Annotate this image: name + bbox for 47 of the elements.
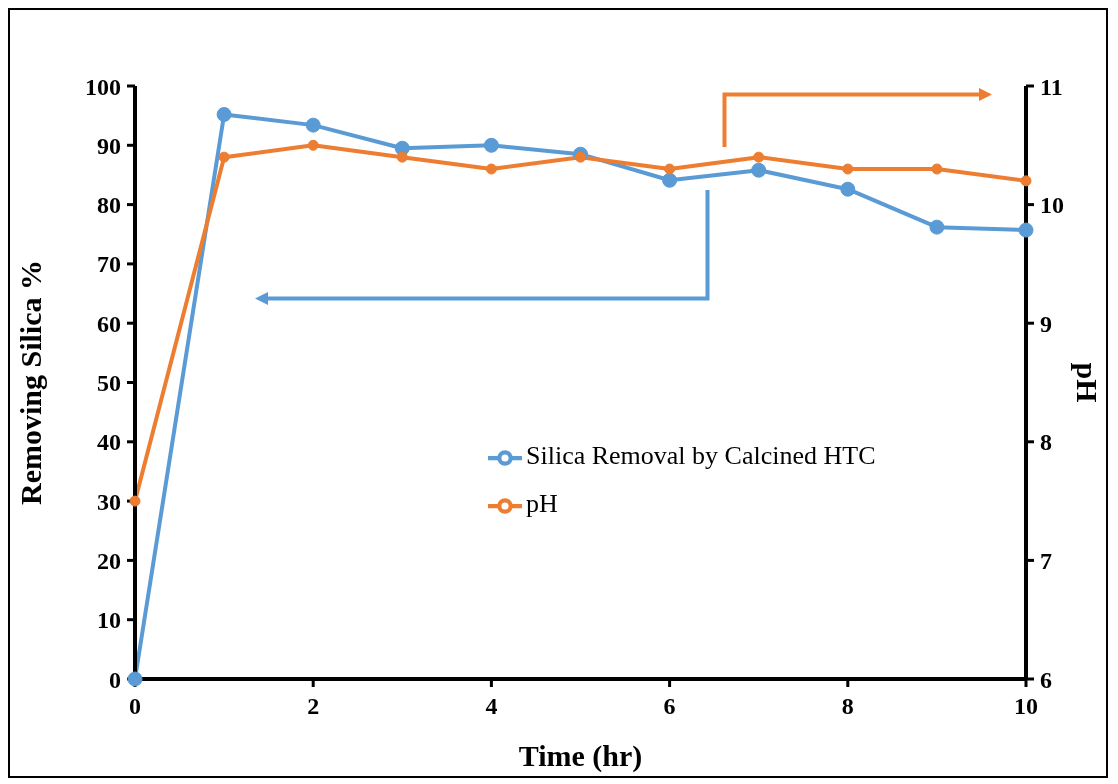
point (485, 163, 497, 175)
y2-tick-label: 10 (1040, 192, 1064, 219)
x-tick-label: 0 (129, 693, 141, 720)
point (751, 162, 767, 178)
y-tick-label: 80 (97, 192, 121, 219)
point (664, 163, 676, 175)
y-axis-title: Removing Silica % (13, 260, 47, 505)
x-tick-label: 4 (485, 693, 498, 720)
y-tick-label: 30 (97, 488, 121, 515)
y2-tick-label: 6 (1040, 666, 1052, 693)
y-tick-label: 20 (97, 547, 121, 574)
y2-tick-label: 8 (1040, 429, 1052, 456)
point (662, 172, 678, 188)
point (842, 163, 854, 175)
point (575, 151, 586, 163)
y-tick-label: 0 (109, 666, 121, 693)
point (305, 117, 321, 133)
point (840, 181, 856, 197)
point (1020, 175, 1032, 187)
y-tick-label: 10 (97, 607, 121, 634)
point (1018, 222, 1034, 238)
y-tick-label: 100 (85, 73, 121, 100)
y-tick-label: 70 (97, 251, 121, 278)
x-tick-label: 6 (663, 693, 676, 720)
legend-label: pH (526, 489, 558, 518)
point (483, 137, 499, 153)
point (753, 151, 765, 163)
legend-label: Silica Removal by Calcined HTC (526, 441, 876, 470)
x-axis-title: Time (hr) (518, 739, 643, 773)
x-tick-label: 8 (841, 693, 854, 720)
point (129, 495, 141, 507)
y2-axis-title: pH (1071, 362, 1105, 403)
point (216, 106, 232, 122)
point (396, 151, 408, 163)
y2-tick-label: 11 (1040, 73, 1063, 100)
point (929, 219, 945, 235)
point (307, 139, 319, 151)
point (931, 163, 943, 175)
y-tick-label: 50 (97, 370, 121, 397)
y2-tick-label: 7 (1040, 547, 1052, 574)
x-tick-label: 10 (1014, 693, 1038, 720)
y-tick-label: 60 (97, 310, 121, 337)
point (218, 151, 230, 163)
y2-tick-label: 9 (1040, 310, 1052, 337)
y-tick-label: 90 (97, 132, 121, 159)
y-tick-label: 40 (97, 429, 121, 456)
x-tick-label: 2 (307, 693, 320, 720)
